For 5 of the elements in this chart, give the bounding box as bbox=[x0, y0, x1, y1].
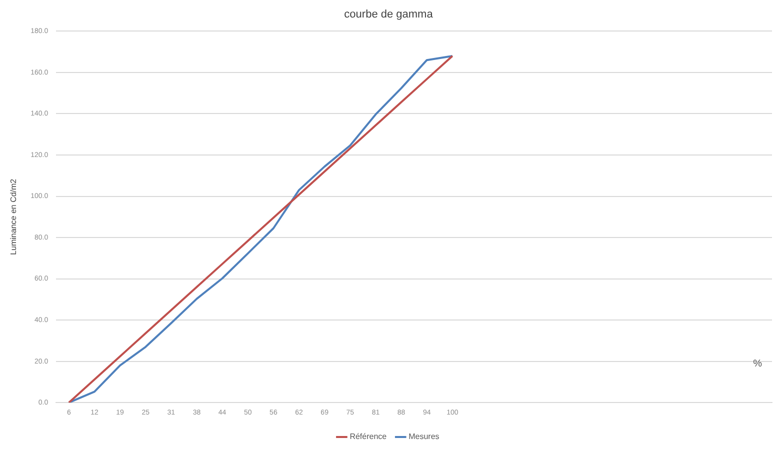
legend-label: Référence bbox=[350, 432, 388, 442]
chart-title: courbe de gamma bbox=[344, 8, 434, 21]
y-axis-title: Luminance en Cd/m2 bbox=[9, 178, 18, 255]
legend-label: Mesures bbox=[408, 432, 440, 442]
x-axis-title: % bbox=[753, 358, 762, 370]
